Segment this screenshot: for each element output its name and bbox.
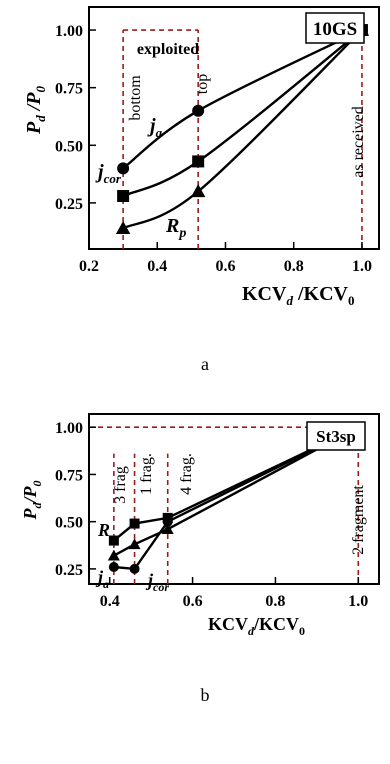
annotation-4-frag: 4 frag. xyxy=(178,453,195,495)
data-point xyxy=(117,189,130,202)
series-line xyxy=(122,29,363,230)
chart-title: St3sp xyxy=(316,427,356,446)
chart-title-box xyxy=(305,12,365,44)
annotation-as-received: as received xyxy=(350,106,367,178)
label-j-cor: jcor xyxy=(95,161,122,186)
label-r-p: Rp xyxy=(165,215,186,241)
x-tick-label: 0.6 xyxy=(183,593,203,610)
data-point xyxy=(192,155,205,168)
annotation-top: top xyxy=(194,74,211,94)
plot-frame xyxy=(88,413,380,585)
panel-a-chart: 0.2 0.4 0.6 0.8 1.0 0.25 0.50 0.75 1.00 10GS Pd … xyxy=(23,6,380,374)
y-axis-title: Pd /P0 xyxy=(23,86,48,136)
y-tick-label: 0.25 xyxy=(55,196,83,213)
panel-label-b: b xyxy=(201,685,210,705)
y-axis-title: Pd/P0 xyxy=(20,481,44,521)
y-tick-label: 0.50 xyxy=(55,138,83,155)
data-point xyxy=(192,104,205,117)
data-point xyxy=(128,538,141,550)
x-axis-title: KCVd/KCV0 xyxy=(208,614,305,638)
y-tick-label: 0.75 xyxy=(55,81,83,98)
annotation-1-frag: 1 frag. xyxy=(138,453,155,495)
label-r-p: Rp xyxy=(97,520,116,544)
data-point xyxy=(161,523,174,535)
data-point xyxy=(129,518,140,529)
chart-title: 10GS xyxy=(313,19,357,40)
label-j-a: ja xyxy=(95,567,109,591)
y-tick-label: 0.50 xyxy=(55,515,83,532)
y-tick-label: 1.00 xyxy=(55,23,83,40)
series-line xyxy=(113,426,359,557)
series-line xyxy=(113,426,359,571)
x-tick-label: 0.8 xyxy=(284,258,304,275)
label-j-cor: jcor xyxy=(145,570,169,594)
x-axis-title: KCVd /KCV0 xyxy=(242,283,354,308)
data-point xyxy=(107,549,120,561)
plot-frame xyxy=(88,6,380,250)
data-point xyxy=(108,562,119,572)
chart-title-box xyxy=(306,421,366,451)
y-tick-label: 0.25 xyxy=(55,562,83,579)
x-tick-label: 1.0 xyxy=(352,258,372,275)
x-tick-label: 0.8 xyxy=(265,593,285,610)
series-line xyxy=(113,426,359,542)
x-tick-label: 1.0 xyxy=(348,593,368,610)
data-point xyxy=(108,535,119,546)
x-tick-label: 0.4 xyxy=(100,593,120,610)
annotation-2-fragment: 2 fragment xyxy=(350,485,367,555)
label-j-a: ja xyxy=(147,115,163,140)
data-point xyxy=(129,563,140,574)
panel-label-a: a xyxy=(201,354,209,374)
annotation-bottom: bottom xyxy=(127,75,144,121)
x-tick-label: 0.6 xyxy=(215,258,235,275)
y-tick-label: 1.00 xyxy=(55,420,83,437)
panel-b-chart: 0.4 0.6 0.8 1.0 0.25 0.50 0.75 1.00 St3sp Pd/P0… xyxy=(20,413,380,705)
x-tick-label: 0.4 xyxy=(147,258,167,275)
data-point xyxy=(117,162,130,175)
data-point xyxy=(162,516,173,527)
annotation-exploited: exploited xyxy=(137,41,199,58)
y-tick-label: 0.75 xyxy=(55,467,83,484)
data-point xyxy=(115,221,131,235)
x-tick-label: 0.2 xyxy=(79,258,99,275)
data-point xyxy=(190,184,206,198)
series-line xyxy=(122,29,363,198)
annotation-3-frag: 3 frag xyxy=(112,466,129,504)
series-line xyxy=(122,28,363,170)
